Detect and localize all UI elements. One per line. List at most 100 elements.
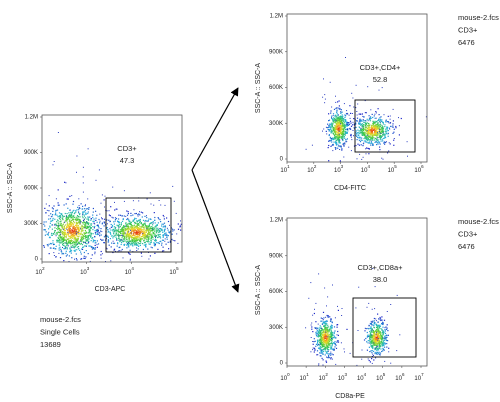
event-dot — [99, 222, 101, 224]
event-dot — [372, 338, 374, 340]
event-dot — [130, 212, 132, 214]
event-dot — [96, 231, 98, 233]
event-dot — [313, 351, 315, 353]
event-dot — [379, 316, 381, 319]
event-dot — [356, 114, 358, 116]
event-dot — [139, 226, 141, 228]
event-dot — [319, 342, 321, 344]
event-dot — [88, 228, 90, 230]
event-dot — [321, 347, 323, 349]
event-dot — [131, 230, 133, 233]
event-dot — [331, 334, 333, 336]
event-dot — [324, 345, 326, 347]
event-dot — [328, 342, 330, 344]
event-dot — [128, 246, 130, 248]
event-dot — [148, 230, 150, 232]
event-dot — [378, 141, 380, 143]
event-dot — [74, 231, 76, 233]
event-dot — [330, 345, 332, 347]
event-dot — [373, 340, 375, 342]
event-dot — [344, 123, 346, 125]
event-dot — [169, 224, 170, 226]
x-tick-label: 102 — [307, 164, 317, 173]
event-dot — [80, 236, 82, 238]
event-dot — [371, 131, 374, 134]
event-dot — [87, 235, 89, 237]
event-dot — [331, 358, 333, 360]
event-dot — [379, 117, 381, 119]
event-dot — [343, 119, 345, 121]
event-dot — [107, 239, 110, 242]
event-dot — [121, 228, 123, 230]
event-dot — [364, 135, 366, 137]
event-dot — [373, 134, 375, 136]
event-dot — [55, 233, 57, 235]
event-dot — [131, 228, 133, 230]
event-dot — [381, 323, 384, 325]
event-dot — [163, 216, 165, 218]
event-dot — [71, 195, 73, 197]
event-dot — [87, 212, 89, 215]
event-dot — [339, 126, 341, 128]
event-dot — [324, 347, 326, 349]
event-dot — [341, 135, 343, 137]
event-dot — [164, 238, 166, 240]
event-dot — [342, 123, 344, 125]
event-dot — [82, 166, 84, 168]
event-dot — [121, 215, 123, 217]
event-dot — [54, 227, 56, 229]
event-dot — [143, 223, 145, 225]
event-dot — [78, 212, 80, 214]
event-dot — [92, 237, 94, 239]
event-dot — [98, 218, 100, 221]
event-dot — [150, 233, 152, 235]
event-dot — [65, 236, 67, 238]
event-dot — [93, 247, 95, 249]
event-dot — [177, 242, 179, 244]
event-dot — [77, 229, 79, 231]
tick-exponent: 1 — [287, 164, 290, 169]
event-dot — [90, 223, 92, 225]
event-dot — [107, 241, 109, 243]
event-dot — [146, 229, 148, 231]
event-dot — [371, 131, 373, 133]
event-dot — [164, 204, 166, 206]
event-dot — [341, 127, 343, 129]
event-dot — [339, 125, 341, 127]
event-dot — [319, 338, 321, 340]
x-tick-label: 101 — [280, 164, 290, 173]
event-dot — [153, 227, 155, 230]
event-dot — [150, 236, 153, 238]
x-tick-label: 101 — [300, 372, 310, 381]
event-dot — [73, 216, 75, 218]
event-dot — [350, 112, 352, 114]
event-dot — [121, 239, 123, 240]
event-dot — [381, 138, 383, 141]
event-dot — [386, 311, 388, 312]
event-dot — [155, 226, 157, 228]
event-dot — [337, 107, 339, 109]
event-dot — [162, 236, 164, 238]
event-dot — [343, 123, 345, 125]
event-dot — [317, 329, 319, 332]
event-dot — [95, 217, 97, 219]
tick-base: 10 — [357, 376, 364, 382]
event-dot — [325, 316, 327, 318]
event-dot — [86, 227, 88, 229]
event-dot — [383, 336, 386, 338]
event-dot — [145, 231, 147, 233]
event-dot — [139, 237, 141, 240]
event-dot — [374, 353, 376, 355]
event-dot — [356, 158, 358, 160]
event-dot — [100, 234, 102, 236]
event-dot — [328, 134, 330, 137]
event-dot — [162, 223, 164, 225]
event-dot — [114, 229, 116, 231]
event-dot — [121, 239, 123, 241]
event-dot — [171, 233, 173, 235]
event-dot — [65, 217, 67, 219]
event-dot — [356, 139, 358, 141]
event-dot — [342, 125, 344, 127]
event-dot — [124, 240, 126, 242]
event-dot — [120, 250, 122, 252]
